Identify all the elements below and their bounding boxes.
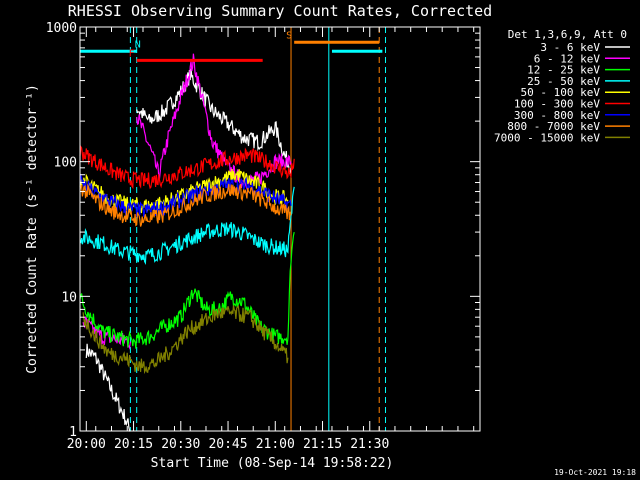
series-line-4 [79,231,295,349]
legend-label-4: 50 - 100 keV [521,86,601,99]
x-tick-label-5: 21:15 [303,437,342,452]
x-tick-label-1: 20:15 [114,437,153,452]
series-line-9 [79,183,292,227]
legend-header: Det 1,3,6,9, Att 0 [508,28,627,41]
y-axis-label: Corrected Count Rate (s⁻¹ detector⁻¹) [25,84,40,374]
series-line-1 [136,68,292,177]
series-line-8 [79,173,292,219]
x-axis-label: Start Time (08-Sep-14 19:58:22) [151,456,394,471]
y-axis: 1 10 100 1000 [46,21,480,440]
series-line-10 [82,304,289,375]
x-tick-label-4: 21:00 [256,437,295,452]
legend-label-3: 25 - 50 keV [527,75,600,88]
x-tick-label-0: 20:00 [67,437,106,452]
series-line-3 [82,315,131,350]
plot-area: NF S [79,27,387,432]
series-line-0 [85,343,131,432]
y-tick-label-3: 1000 [46,21,77,36]
flag-label-3: S [286,30,292,41]
x-tick-label-2: 20:30 [161,437,200,452]
y-tick-label-0: 1 [69,425,77,440]
series-line-7 [79,145,295,190]
flag-label-1: N [135,39,141,50]
footer-timestamp: 19-Oct-2021 19:18 [554,468,636,477]
legend-label-2: 12 - 25 keV [527,64,600,77]
y-tick-label-1: 10 [61,290,77,305]
x-axis: 20:00 20:15 20:30 20:45 21:00 21:15 21:30 [67,27,475,452]
y-tick-label-2: 100 [54,156,77,171]
legend-label-6: 300 - 800 keV [514,109,600,122]
legend-label-5: 100 - 300 keV [514,98,600,111]
x-tick-label-3: 20:45 [208,437,247,452]
legend-label-1: 6 - 12 keV [534,52,601,65]
legend-label-0: 3 - 6 keV [540,41,600,54]
series-line-2 [136,53,292,190]
legend-label-7: 800 - 7000 keV [507,120,600,133]
chart-title: RHESSI Observing Summary Count Rates, Co… [68,2,492,20]
legend-label-8: 7000 - 15000 keV [494,131,600,144]
x-tick-label-6: 21:30 [350,437,389,452]
plot-frame [79,26,481,432]
flag-label-2: F [129,48,135,59]
series-line-5 [79,186,295,265]
